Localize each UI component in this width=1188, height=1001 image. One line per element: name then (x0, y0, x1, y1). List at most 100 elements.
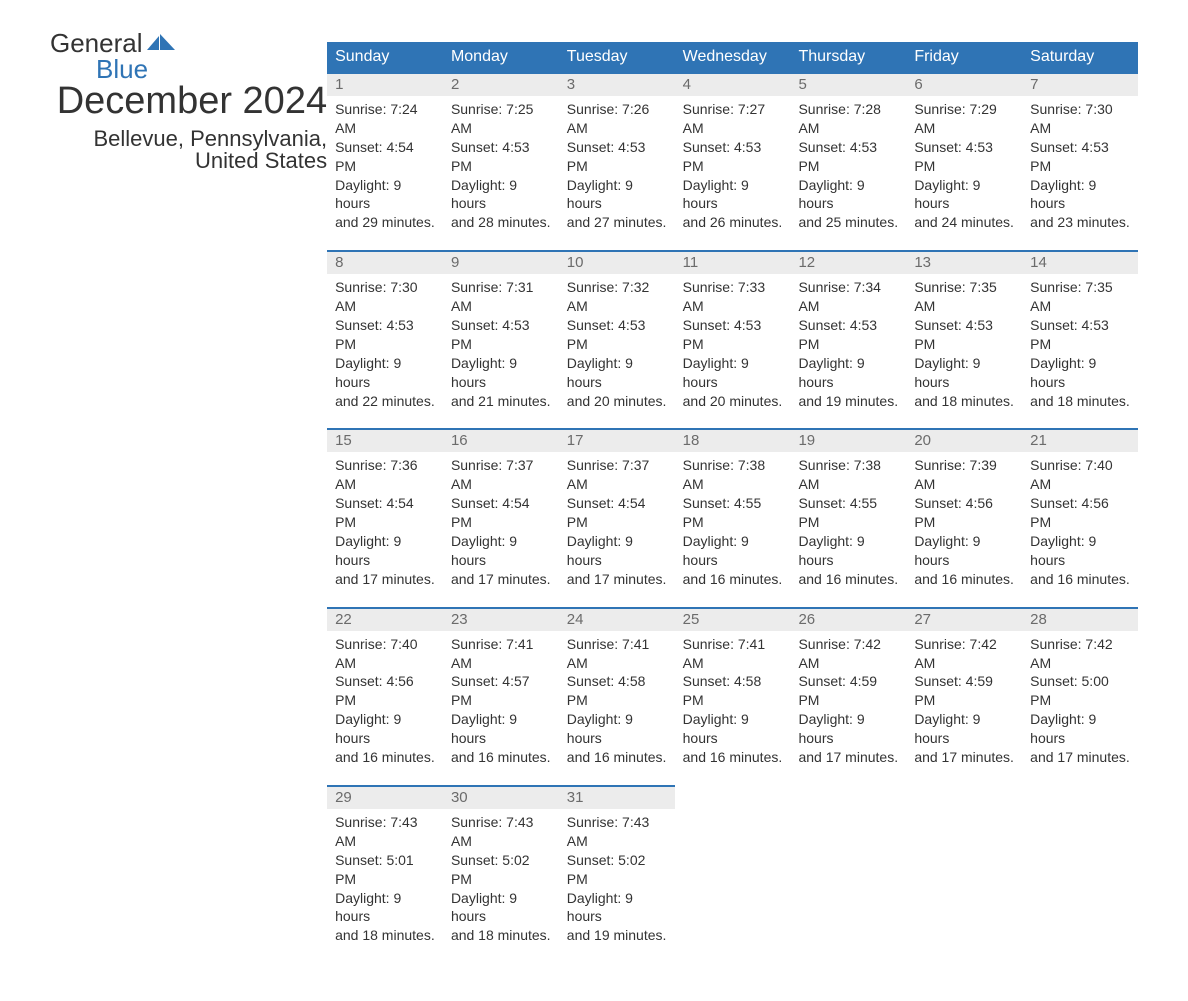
day-cell: 18Sunrise: 7:38 AMSunset: 4:55 PMDayligh… (675, 428, 791, 606)
day-cell: 11Sunrise: 7:33 AMSunset: 4:53 PMDayligh… (675, 250, 791, 428)
day-cell: 23Sunrise: 7:41 AMSunset: 4:57 PMDayligh… (443, 607, 559, 785)
calendar-cell (790, 785, 906, 963)
calendar-cell: 2Sunrise: 7:25 AMSunset: 4:53 PMDaylight… (443, 72, 559, 250)
day-content: Sunrise: 7:36 AMSunset: 4:54 PMDaylight:… (327, 452, 443, 588)
day-content: Sunrise: 7:30 AMSunset: 4:53 PMDaylight:… (327, 274, 443, 410)
day-number-row: 23 (443, 607, 559, 631)
day-content: Sunrise: 7:35 AMSunset: 4:53 PMDaylight:… (1022, 274, 1138, 410)
sunset-text: Sunset: 4:58 PM (567, 672, 667, 710)
sunset-text: Sunset: 4:54 PM (335, 494, 435, 532)
day-number-row: 20 (906, 428, 1022, 452)
day-cell: 26Sunrise: 7:42 AMSunset: 4:59 PMDayligh… (790, 607, 906, 785)
daylight-text-line1: Daylight: 9 hours (683, 532, 783, 570)
day-cell: 24Sunrise: 7:41 AMSunset: 4:58 PMDayligh… (559, 607, 675, 785)
calendar-cell: 21Sunrise: 7:40 AMSunset: 4:56 PMDayligh… (1022, 428, 1138, 606)
day-number-row: 8 (327, 250, 443, 274)
calendar-cell: 11Sunrise: 7:33 AMSunset: 4:53 PMDayligh… (675, 250, 791, 428)
sunset-text: Sunset: 4:53 PM (798, 316, 898, 354)
day-number: 31 (567, 789, 584, 806)
calendar-cell: 10Sunrise: 7:32 AMSunset: 4:53 PMDayligh… (559, 250, 675, 428)
calendar-cell: 1Sunrise: 7:24 AMSunset: 4:54 PMDaylight… (327, 72, 443, 250)
daylight-text-line1: Daylight: 9 hours (1030, 710, 1130, 748)
logo-text-general: General (50, 30, 143, 56)
calendar-cell: 29Sunrise: 7:43 AMSunset: 5:01 PMDayligh… (327, 785, 443, 963)
calendar-cell: 14 Sunrise: 7:35 AMSunset: 4:53 PMDayligh… (1022, 250, 1138, 428)
calendar-week-row: 29Sunrise: 7:43 AMSunset: 5:01 PMDayligh… (327, 785, 1138, 963)
calendar-cell: 27Sunrise: 7:42 AMSunset: 4:59 PMDayligh… (906, 607, 1022, 785)
day-number: 15 (335, 432, 352, 449)
day-number: 12 (798, 254, 815, 271)
calendar-cell: 5 Sunrise: 7:28 AMSunset: 4:53 PMDaylight… (790, 72, 906, 250)
day-content: Sunrise: 7:25 AMSunset: 4:53 PMDaylight:… (443, 96, 559, 232)
day-number: 19 (798, 432, 815, 449)
calendar-cell: 20Sunrise: 7:39 AMSunset: 4:56 PMDayligh… (906, 428, 1022, 606)
day-content: Sunrise: 7:29 AMSunset: 4:53 PMDaylight:… (906, 96, 1022, 232)
sunrise-text: Sunrise: 7:32 AM (567, 278, 667, 316)
day-content: Sunrise: 7:30 AMSunset: 4:53 PMDaylight:… (1022, 96, 1138, 232)
day-number: 10 (567, 254, 584, 271)
calendar-body: 1Sunrise: 7:24 AMSunset: 4:54 PMDaylight… (327, 72, 1138, 963)
daylight-text-line2: and 28 minutes. (451, 213, 551, 232)
sunset-text: Sunset: 4:56 PM (335, 672, 435, 710)
day-content: Sunrise: 7:33 AMSunset: 4:53 PMDaylight:… (675, 274, 791, 410)
sunrise-text: Sunrise: 7:37 AM (451, 456, 551, 494)
daylight-text-line2: and 16 minutes. (683, 748, 783, 767)
calendar-cell: 23Sunrise: 7:41 AMSunset: 4:57 PMDayligh… (443, 607, 559, 785)
daylight-text-line1: Daylight: 9 hours (567, 889, 667, 927)
day-cell: 6Sunrise: 7:29 AMSunset: 4:53 PMDaylight… (906, 72, 1022, 250)
weekday-header: Friday (906, 42, 1022, 72)
day-content: Sunrise: 7:34 AMSunset: 4:53 PMDaylight:… (790, 274, 906, 410)
day-number-row: 28 (1022, 607, 1138, 631)
day-content: Sunrise: 7:41 AMSunset: 4:58 PMDaylight:… (559, 631, 675, 767)
sunset-text: Sunset: 5:02 PM (567, 851, 667, 889)
sunrise-text: Sunrise: 7:38 AM (798, 456, 898, 494)
sunrise-text: Sunrise: 7:43 AM (451, 813, 551, 851)
sunset-text: Sunset: 4:59 PM (914, 672, 1014, 710)
day-number-row: 18 (675, 428, 791, 452)
sunset-text: Sunset: 4:56 PM (914, 494, 1014, 532)
day-content: Sunrise: 7:40 AMSunset: 4:56 PMDaylight:… (1022, 452, 1138, 588)
calendar-week-row: 8Sunrise: 7:30 AMSunset: 4:53 PMDaylight… (327, 250, 1138, 428)
daylight-text-line2: and 27 minutes. (567, 213, 667, 232)
day-number-row: 14 (1022, 250, 1138, 274)
daylight-text-line1: Daylight: 9 hours (1030, 176, 1130, 214)
sunrise-text: Sunrise: 7:25 AM (451, 100, 551, 138)
day-number: 27 (914, 611, 931, 628)
day-number: 7 (1030, 76, 1038, 93)
daylight-text-line2: and 20 minutes. (683, 392, 783, 411)
day-cell: 1Sunrise: 7:24 AMSunset: 4:54 PMDaylight… (327, 72, 443, 250)
sunrise-text: Sunrise: 7:31 AM (451, 278, 551, 316)
day-number-row: 2 (443, 72, 559, 96)
daylight-text-line2: and 20 minutes. (567, 392, 667, 411)
sunset-text: Sunset: 4:59 PM (798, 672, 898, 710)
day-number: 14 (1030, 254, 1047, 271)
day-content: Sunrise: 7:28 AMSunset: 4:53 PMDaylight:… (790, 96, 906, 232)
calendar-cell: 7 Sunrise: 7:30 AMSunset: 4:53 PMDaylight… (1022, 72, 1138, 250)
day-cell: 27Sunrise: 7:42 AMSunset: 4:59 PMDayligh… (906, 607, 1022, 785)
calendar-cell: 31 Sunrise: 7:43 AMSunset: 5:02 PMDayligh… (559, 785, 675, 963)
daylight-text-line2: and 18 minutes. (451, 926, 551, 945)
day-number-row: 21 (1022, 428, 1138, 452)
daylight-text-line1: Daylight: 9 hours (683, 710, 783, 748)
calendar-table: Sunday Monday Tuesday Wednesday Thursday… (327, 42, 1138, 963)
weekday-header: Wednesday (675, 42, 791, 72)
day-number: 5 (798, 76, 806, 93)
day-number-row: 31 (559, 785, 675, 809)
day-cell: 15 Sunrise: 7:36 AMSunset: 4:54 PMDayligh… (327, 428, 443, 606)
daylight-text-line1: Daylight: 9 hours (914, 532, 1014, 570)
day-cell: 28Sunrise: 7:42 AMSunset: 5:00 PMDayligh… (1022, 607, 1138, 785)
logo: General Blue December 2024 Bellevue, Pen… (50, 30, 327, 172)
daylight-text-line2: and 26 minutes. (683, 213, 783, 232)
sunrise-text: Sunrise: 7:26 AM (567, 100, 667, 138)
day-cell: 25Sunrise: 7:41 AMSunset: 4:58 PMDayligh… (675, 607, 791, 785)
sunrise-text: Sunrise: 7:35 AM (1030, 278, 1130, 316)
day-cell: 7 Sunrise: 7:30 AMSunset: 4:53 PMDaylight… (1022, 72, 1138, 250)
calendar-cell: 4Sunrise: 7:27 AMSunset: 4:53 PMDaylight… (675, 72, 791, 250)
calendar-cell: 16Sunrise: 7:37 AMSunset: 4:54 PMDayligh… (443, 428, 559, 606)
sunrise-text: Sunrise: 7:43 AM (567, 813, 667, 851)
daylight-text-line2: and 17 minutes. (335, 570, 435, 589)
month-title: December 2024 (50, 82, 327, 120)
daylight-text-line2: and 16 minutes. (683, 570, 783, 589)
calendar-cell: 12 Sunrise: 7:34 AMSunset: 4:53 PMDayligh… (790, 250, 906, 428)
day-cell: 5 Sunrise: 7:28 AMSunset: 4:53 PMDaylight… (790, 72, 906, 250)
